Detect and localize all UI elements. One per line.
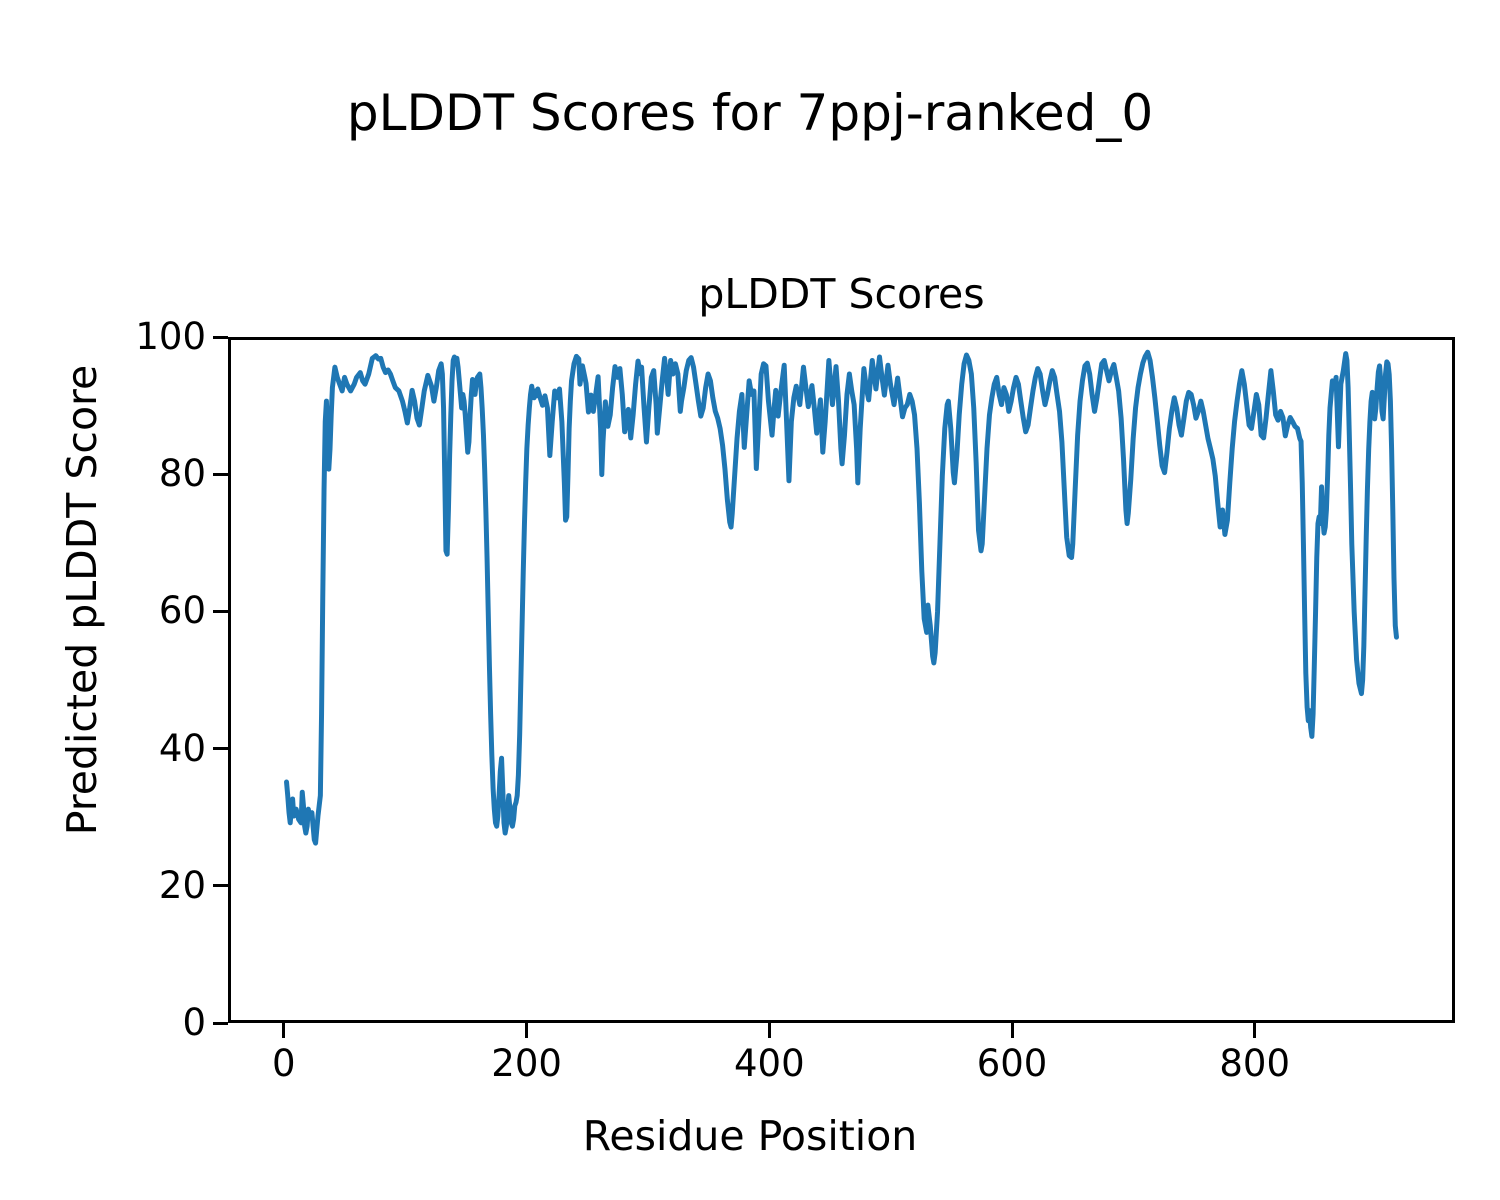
y-tick-label: 100 xyxy=(135,315,206,358)
y-tick-label: 20 xyxy=(158,863,206,907)
x-tick-mark xyxy=(282,1023,286,1038)
x-tick-label: 400 xyxy=(733,1042,805,1085)
y-axis-label: Predicted pLDDT Score xyxy=(58,364,106,836)
figure-suptitle: pLDDT Scores for 7ppj-ranked_0 xyxy=(346,84,1154,142)
y-tick-mark xyxy=(213,747,228,751)
y-tick-label: 80 xyxy=(158,452,206,496)
x-tick-mark xyxy=(1253,1023,1257,1038)
y-tick-mark xyxy=(213,1021,228,1025)
x-tick-mark xyxy=(767,1023,771,1038)
y-tick-mark xyxy=(213,472,228,476)
x-tick-mark xyxy=(525,1023,529,1038)
axes-title: pLDDT Scores xyxy=(698,270,985,318)
x-tick-label: 200 xyxy=(491,1042,562,1085)
y-tick-mark xyxy=(213,609,228,613)
plot-area xyxy=(228,337,1455,1023)
y-tick-mark xyxy=(213,335,228,339)
y-tick-label: 60 xyxy=(158,589,206,633)
x-tick-mark xyxy=(1010,1023,1014,1038)
x-tick-label: 600 xyxy=(976,1042,1048,1085)
x-axis-label: Residue Position xyxy=(582,1112,918,1160)
plddt-line-svg xyxy=(284,349,1399,846)
x-tick-label: 0 xyxy=(272,1042,296,1085)
plddt-line-series xyxy=(284,349,1399,846)
x-tick-label: 800 xyxy=(1219,1042,1290,1085)
y-tick-mark xyxy=(213,884,228,888)
y-tick-label: 0 xyxy=(182,1001,206,1044)
y-tick-label: 40 xyxy=(158,726,206,770)
